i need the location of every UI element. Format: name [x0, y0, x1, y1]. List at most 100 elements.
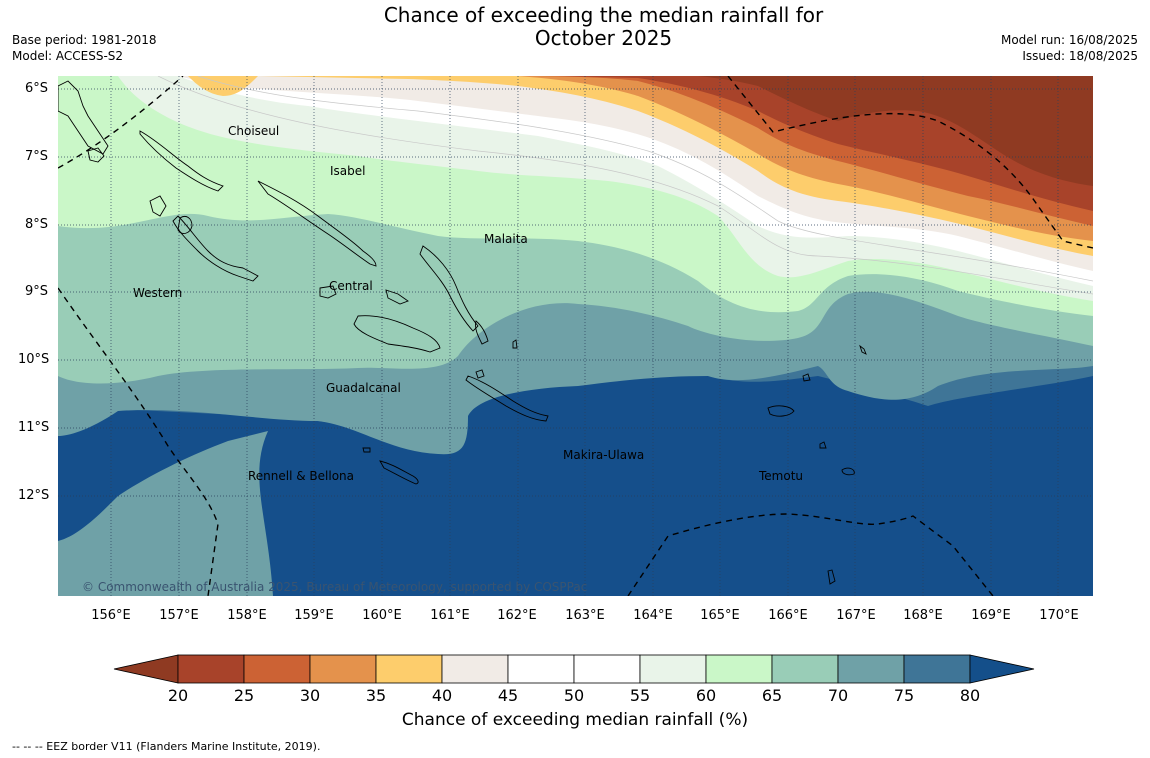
island-isabel	[257, 180, 377, 267]
issued-date: Issued: 18/08/2025	[1022, 49, 1138, 63]
island-new-georgia	[172, 215, 259, 282]
lon-label-165e: 165°E	[700, 608, 740, 623]
island-duff	[859, 344, 867, 355]
island-bougainville	[58, 80, 109, 155]
lon-label-160e: 160°E	[362, 608, 402, 623]
coastlines	[58, 80, 867, 585]
place-makira-ulawa: Makira-Ulawa	[563, 448, 645, 462]
island-ulawa	[512, 339, 518, 349]
colorbar-segment	[573, 654, 641, 684]
colorbar-segment	[441, 654, 509, 684]
lon-label-169e: 169°E	[971, 608, 1011, 623]
copyright-notice: © Commonwealth of Australia 2025, Bureau…	[82, 580, 588, 594]
map-canvas	[58, 76, 1093, 596]
lat-label-7s: 7°S	[24, 149, 48, 164]
lat-label-6s: 6°S	[24, 81, 48, 96]
lon-label-158e: 158°E	[227, 608, 267, 623]
island-shortland	[87, 147, 105, 163]
island-vella-lavella	[149, 195, 167, 217]
island-kolombangara	[177, 215, 193, 234]
colorbar-under-arrow	[113, 654, 179, 684]
colorbar-tick-label: 70	[827, 686, 849, 705]
base-period: Base period: 1981-2018	[12, 33, 157, 47]
island-tikopia	[819, 441, 827, 449]
colorbar-segments	[113, 654, 1035, 684]
place-choiseul: Choiseul	[228, 124, 280, 138]
colorbar-segment	[837, 654, 905, 684]
place-temotu: Temotu	[759, 469, 804, 483]
colorbar-over-arrow	[969, 654, 1035, 684]
lon-label-166e: 166°E	[768, 608, 808, 623]
colorbar-segment	[243, 654, 311, 684]
lon-label-167e: 167°E	[836, 608, 876, 623]
contour-lines	[157, 76, 1093, 295]
lon-label-159e: 159°E	[294, 608, 334, 623]
colorbar	[113, 654, 1035, 684]
colorbar-tick-label: 35	[365, 686, 387, 705]
lon-label-170e: 170°E	[1039, 608, 1079, 623]
map-title: Chance of exceeding the median rainfall …	[0, 4, 1150, 50]
model-run: Model run: 16/08/2025	[1000, 33, 1138, 47]
colorbar-tick-label: 65	[761, 686, 783, 705]
rainfall-map	[58, 76, 1093, 596]
lat-label-11s: 11°S	[18, 420, 50, 435]
colorbar-segment	[507, 654, 575, 684]
meta-left: Base period: 1981-2018 Model: ACCESS-S2	[12, 32, 157, 64]
island-anuta	[827, 569, 836, 585]
colorbar-segment	[639, 654, 707, 684]
colorbar-tick-label: 25	[233, 686, 255, 705]
model-name: Model: ACCESS-S2	[12, 49, 124, 63]
island-choiseul	[139, 130, 224, 192]
colorbar-tick-label: 60	[695, 686, 717, 705]
lon-label-164e: 164°E	[633, 608, 673, 623]
island-guadalcanal	[353, 315, 441, 353]
island-bellona	[362, 447, 371, 453]
island-rennell	[379, 460, 419, 485]
place-rennell-bellona: Rennell & Bellona	[248, 469, 355, 483]
map-title-line2: October 2025	[534, 26, 673, 50]
island-small-malaita	[475, 320, 489, 345]
colorbar-title: Chance of exceeding median rainfall (%)	[401, 710, 749, 730]
lon-label-161e: 161°E	[430, 608, 470, 623]
island-ugi	[475, 369, 485, 379]
lon-label-163e: 163°E	[565, 608, 605, 623]
colorbar-segment	[903, 654, 971, 684]
colorbar-tick-label: 80	[959, 686, 981, 705]
island-malaita	[419, 245, 479, 332]
colorbar-segment	[309, 654, 377, 684]
colorbar-tick-label: 45	[497, 686, 519, 705]
eez-borders	[58, 76, 1093, 596]
colorbar-segment	[771, 654, 839, 684]
colorbar-segment	[705, 654, 773, 684]
place-guadalcanal: Guadalcanal	[326, 381, 401, 395]
island-makira	[465, 375, 549, 422]
lat-label-8s: 8°S	[24, 217, 48, 232]
place-western: Western	[133, 286, 183, 300]
colorbar-segment	[177, 654, 245, 684]
island-russell	[385, 289, 409, 305]
lat-label-12s: 12°S	[18, 488, 50, 503]
colorbar-tick-label: 20	[167, 686, 189, 705]
meta-right: Model run: 16/08/2025 Issued: 18/08/2025	[1001, 32, 1138, 64]
lat-label-9s: 9°S	[24, 284, 48, 299]
lon-label-156e: 156°E	[91, 608, 131, 623]
map-title-line1: Chance of exceeding the median rainfall …	[383, 3, 824, 27]
colorbar-tick-label: 30	[299, 686, 321, 705]
lat-label-10s: 10°S	[18, 352, 50, 367]
eez-legend: -- -- -- EEZ border V11 (Flanders Marine…	[12, 740, 321, 753]
place-malaita: Malaita	[484, 232, 528, 246]
colorbar-tick-label: 75	[893, 686, 915, 705]
lon-label-162e: 162°E	[497, 608, 537, 623]
colorbar-tick-label: 55	[629, 686, 651, 705]
place-central: Central	[329, 279, 373, 293]
colorbar-tick-label: 40	[431, 686, 453, 705]
lon-label-168e: 168°E	[903, 608, 943, 623]
colorbar-segment	[375, 654, 443, 684]
lon-label-157e: 157°E	[159, 608, 199, 623]
band-under-20	[698, 76, 1093, 186]
place-isabel: Isabel	[330, 164, 366, 178]
island-ndeni	[767, 405, 795, 417]
island-reef-islands	[802, 373, 811, 382]
colorbar-tick-label: 50	[563, 686, 585, 705]
island-vanikoro	[841, 467, 855, 476]
